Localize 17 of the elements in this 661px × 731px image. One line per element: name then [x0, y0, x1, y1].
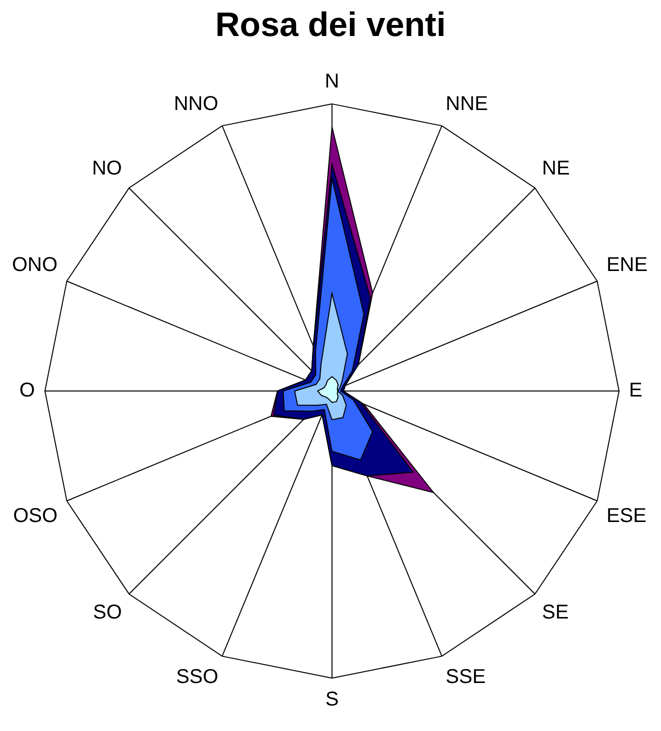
spoke-label: E	[629, 380, 642, 402]
spoke-label: ESE	[606, 505, 646, 528]
spoke-label: NE	[542, 157, 570, 180]
spoke-label: O	[19, 380, 35, 402]
spoke-label: ENE	[606, 254, 648, 276]
spoke-label: NO	[92, 157, 122, 180]
spoke-label: SSE	[446, 666, 486, 688]
spoke-label: NNE	[446, 93, 488, 116]
chart-title: Rosa dei venti	[215, 6, 446, 44]
spoke-label: NNO	[174, 93, 218, 116]
spoke-label: N	[324, 70, 340, 92]
spoke-label: SE	[542, 602, 569, 624]
spoke-label: SSO	[176, 666, 218, 688]
spoke-label: S	[325, 688, 339, 711]
spoke-label: SO	[93, 602, 122, 624]
spoke-label: OSO	[13, 505, 58, 528]
spoke-label: ONO	[12, 254, 58, 276]
